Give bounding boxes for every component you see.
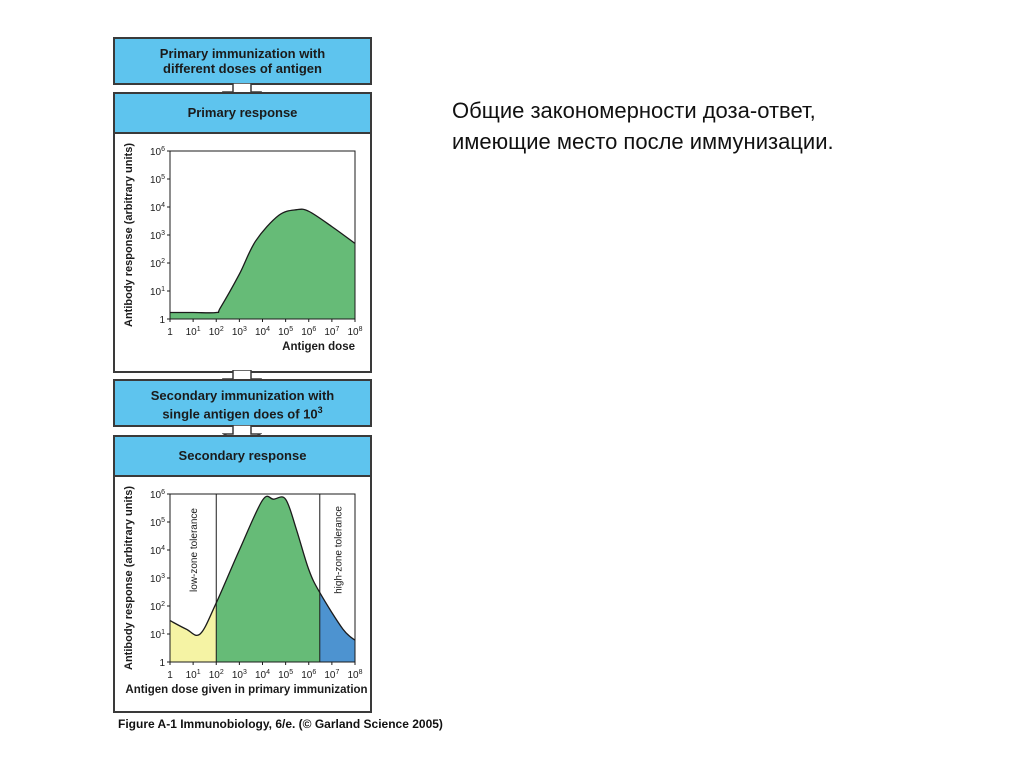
response-area: [170, 209, 355, 319]
x-tick-label: 105: [278, 669, 293, 681]
y-tick-label: 102: [150, 601, 165, 613]
region-fill-2: [319, 592, 355, 662]
x-tick-label: 106: [301, 669, 316, 681]
slide-heading-line2: имеющие место после иммунизации.: [452, 129, 834, 154]
x-tick-label: 108: [347, 326, 362, 338]
x-tick-label: 106: [301, 326, 316, 338]
y-tick-label: 101: [150, 629, 165, 641]
y-tick-label: 104: [150, 545, 165, 557]
y-tick-label: 101: [150, 286, 165, 298]
slide-heading: Общие закономерности доза-ответ, имеющие…: [452, 95, 972, 157]
primary-immunization-box: Primary immunization with different dose…: [113, 37, 372, 85]
y-axis-label: Antibody response (arbitrary units): [123, 486, 135, 670]
x-tick-label: 107: [324, 669, 339, 681]
secondary-immunization-line2: single antigen does of 103: [115, 403, 370, 421]
y-tick-label: 105: [150, 517, 165, 529]
secondary-response-title: Secondary response: [115, 437, 370, 477]
x-axis-label: Antigen dose given in primary immunizati…: [125, 684, 367, 696]
slide-heading-line1: Общие закономерности доза-ответ,: [452, 98, 816, 123]
x-tick-label: 105: [278, 326, 293, 338]
x-tick-label: 104: [255, 669, 270, 681]
x-axis-label: Antigen dose: [282, 341, 355, 353]
x-tick-label: 103: [232, 326, 247, 338]
x-tick-label: 102: [209, 669, 224, 681]
y-tick-label: 105: [150, 174, 165, 186]
x-tick-label: 1: [167, 670, 173, 681]
primary-response-chart: 1 101 102 103 104 105 106 107 108 1 101 102 103 104 10…: [123, 143, 363, 353]
x-tick-label: 104: [255, 326, 270, 338]
x-tick-label: 108: [347, 669, 362, 681]
primary-response-title: Primary response: [115, 94, 370, 134]
primary-immunization-line1: Primary immunization with: [159, 46, 326, 61]
x-tick-label: 101: [186, 326, 201, 338]
x-tick-label: 102: [209, 326, 224, 338]
y-tick-label: 103: [150, 573, 165, 585]
response-curve: [170, 208, 356, 314]
primary-response-panel: Primary response 1 101 102 103 104 105 106 107 1…: [113, 92, 372, 373]
secondary-immunization-dose-exponent: 3: [317, 405, 323, 415]
x-tick-label: 1: [167, 327, 173, 338]
y-tick-label: 103: [150, 230, 165, 242]
y-tick-label: 106: [150, 146, 165, 158]
region-fill-1: [216, 496, 320, 662]
y-tick-label: 1: [159, 658, 165, 669]
y-tick-label: 104: [150, 202, 165, 214]
region-label: low-zone tolerance: [189, 508, 200, 592]
y-axis-label: Antibody response (arbitrary units): [123, 143, 135, 327]
region-fill-0: [170, 602, 217, 662]
secondary-response-chart: low-zone tolerance high-zone tolerance 1 10…: [123, 486, 368, 696]
y-tick-label: 102: [150, 258, 165, 270]
x-tick-label: 107: [324, 326, 339, 338]
x-tick-label: 101: [186, 669, 201, 681]
secondary-immunization-line2-text: single antigen does of 10: [162, 406, 318, 422]
secondary-immunization-line1: Secondary immunization with: [150, 388, 335, 403]
secondary-response-panel: Secondary response low-zone tolerance hig…: [113, 435, 372, 713]
secondary-immunization-box: Secondary immunization with single antig…: [113, 379, 372, 427]
primary-immunization-line2: different doses of antigen: [163, 61, 322, 76]
x-tick-label: 103: [232, 669, 247, 681]
y-tick-label: 106: [150, 489, 165, 501]
region-label: high-zone tolerance: [333, 506, 344, 594]
y-tick-label: 1: [159, 315, 165, 326]
figure-caption: Figure A-1 Immunobiology, 6/e. (© Garlan…: [118, 717, 443, 731]
